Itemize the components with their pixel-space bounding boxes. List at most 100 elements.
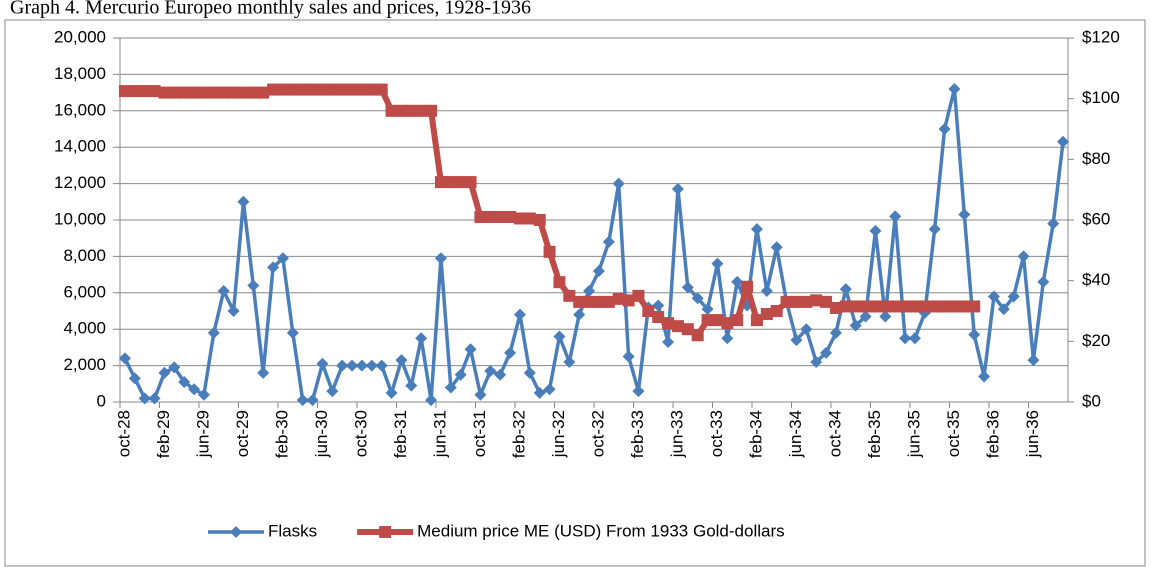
marker (938, 300, 951, 313)
marker (681, 323, 694, 336)
series-line (123, 87, 1065, 402)
marker (405, 104, 418, 117)
marker (790, 295, 803, 308)
y2-tick-label: $0 (1082, 391, 1101, 410)
marker (178, 86, 191, 99)
marker (415, 104, 428, 117)
marker (385, 386, 398, 399)
marker (237, 86, 250, 99)
marker (336, 359, 349, 372)
marker (711, 314, 724, 327)
marker (573, 308, 586, 321)
marker (583, 284, 596, 297)
marker (425, 394, 438, 407)
marker (286, 83, 299, 96)
x-tick-label: oct-35 (944, 410, 963, 457)
y2-tick-label: $60 (1082, 209, 1110, 228)
marker (365, 359, 378, 372)
marker (968, 328, 981, 341)
y-tick-label: 16,000 (54, 100, 106, 119)
marker (908, 332, 921, 345)
marker (138, 85, 151, 98)
marker (691, 292, 704, 305)
marker (780, 295, 793, 308)
marker (592, 264, 605, 277)
marker (484, 365, 497, 378)
y-tick-label: 6,000 (63, 282, 106, 301)
marker (721, 317, 734, 330)
chart-frame (4, 19, 1146, 567)
marker (750, 314, 763, 327)
marker (928, 223, 941, 236)
y-tick-label: 8,000 (63, 246, 106, 265)
marker (958, 208, 971, 221)
marker (138, 392, 151, 405)
x-tick-label: oct-28 (114, 410, 133, 457)
marker (178, 375, 191, 388)
marker (928, 300, 941, 313)
x-tick-label: feb-35 (865, 410, 884, 458)
marker (820, 295, 833, 308)
marker (494, 368, 507, 381)
x-tick-label: jun-31 (430, 410, 449, 458)
marker (543, 383, 556, 396)
legend-item: Medium price ME (USD) From 1933 Gold-dol… (357, 521, 785, 540)
marker (326, 385, 339, 398)
marker (859, 300, 872, 313)
marker (592, 295, 605, 308)
x-tick-label: jun-33 (667, 410, 686, 458)
marker (296, 83, 309, 96)
marker (474, 388, 487, 401)
x-tick-label: oct-34 (825, 410, 844, 457)
marker (316, 83, 329, 96)
x-tick-label: jun-34 (786, 410, 805, 458)
marker (217, 284, 230, 297)
marker (118, 352, 131, 365)
marker (612, 292, 625, 305)
marker (513, 212, 526, 225)
marker (810, 294, 823, 307)
marker (731, 275, 744, 288)
marker (701, 303, 714, 316)
marker (533, 386, 546, 399)
marker (444, 381, 457, 394)
marker (395, 354, 408, 367)
marker (760, 308, 773, 321)
marker (434, 252, 447, 265)
x-tick-label: feb-32 (509, 410, 528, 458)
marker (553, 330, 566, 343)
marker (741, 280, 754, 293)
marker (128, 85, 141, 98)
y2-tick-label: $20 (1082, 331, 1110, 350)
marker (671, 320, 684, 333)
marker (385, 104, 398, 117)
marker (662, 317, 675, 330)
marker (454, 368, 467, 381)
marker (800, 323, 813, 336)
y-tick-label: 10,000 (54, 209, 106, 228)
marker (760, 284, 773, 297)
marker (395, 104, 408, 117)
y-tick-label: 4,000 (63, 319, 106, 338)
marker (662, 335, 675, 348)
marker (543, 245, 556, 258)
x-tick-label: jun-35 (904, 410, 923, 458)
x-tick-label: feb-30 (272, 410, 291, 458)
x-tick-label: oct-32 (588, 410, 607, 457)
chart-title: Graph 4. Mercurio Europeo monthly sales … (10, 0, 531, 19)
y2-tick-label: $120 (1082, 27, 1120, 46)
marker (346, 83, 359, 96)
marker (810, 355, 823, 368)
marker (859, 310, 872, 323)
marker (948, 82, 961, 95)
marker (563, 289, 576, 302)
marker (681, 281, 694, 294)
marker (504, 210, 517, 223)
marker (375, 359, 388, 372)
marker (118, 85, 131, 98)
marker (918, 300, 931, 313)
marker (257, 86, 270, 99)
x-tick-label: feb-34 (746, 410, 765, 458)
marker (701, 314, 714, 327)
y-tick-label: 2,000 (63, 355, 106, 374)
